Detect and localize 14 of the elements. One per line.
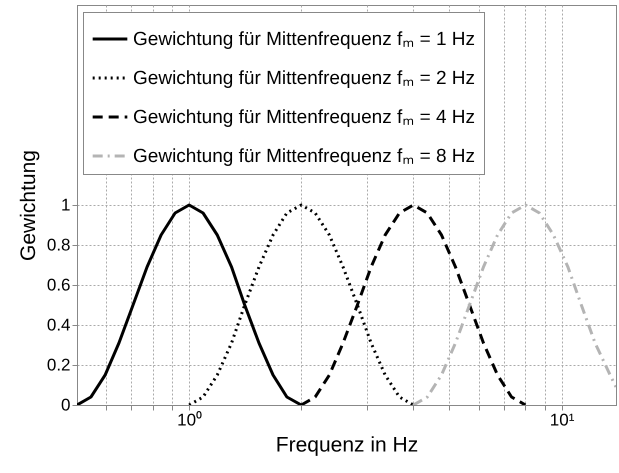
x-tick-label: 10⁰ [177, 410, 202, 430]
legend-label: Gewichtung für Mittenfrequenz fₘ = 8 Hz [133, 146, 476, 167]
legend-label: Gewichtung für Mittenfrequenz fₘ = 1 Hz [133, 29, 476, 50]
y-tick-label: 0 [61, 396, 70, 414]
x-axis-title: Frequenz in Hz [276, 434, 418, 456]
legend-label: Gewichtung für Mittenfrequenz fₘ = 4 Hz [133, 107, 476, 128]
x-tick-label: 10¹ [550, 410, 575, 430]
y-tick-label: 0.2 [46, 356, 70, 374]
y-tick-label: 0.4 [46, 316, 70, 334]
y-tick-label: 0.8 [46, 236, 70, 254]
y-axis-title: Gewichtung [16, 150, 40, 261]
legend-label: Gewichtung für Mittenfrequenz fₘ = 2 Hz [133, 68, 476, 89]
y-tick-label: 0.6 [46, 276, 70, 294]
y-tick-label: 1 [61, 196, 70, 214]
